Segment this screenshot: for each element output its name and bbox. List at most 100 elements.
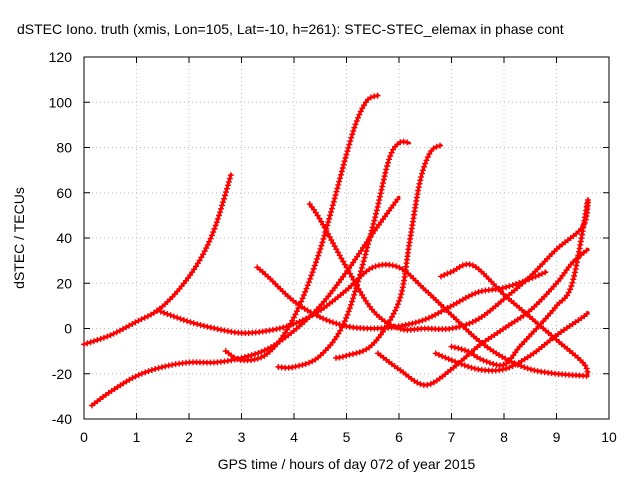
data-point-marker xyxy=(469,262,476,269)
data-point-marker xyxy=(141,314,148,321)
x-axis-label: GPS time / hours of day 072 of year 2015 xyxy=(218,456,476,472)
data-point-marker xyxy=(316,215,323,222)
data-point-marker xyxy=(293,308,300,315)
data-point-marker xyxy=(422,160,429,167)
data-point-marker xyxy=(231,354,238,361)
data-point-marker xyxy=(456,323,463,330)
data-point-marker xyxy=(462,294,469,301)
data-point-marker xyxy=(338,255,345,262)
data-point-marker xyxy=(328,237,335,244)
data-point-marker xyxy=(87,339,94,346)
data-point-marker xyxy=(385,159,392,166)
data-point-marker xyxy=(435,351,442,358)
data-point-marker xyxy=(335,330,342,337)
data-point-marker xyxy=(363,248,370,255)
data-point-marker xyxy=(441,271,448,278)
data-point-marker xyxy=(174,314,181,321)
data-point-marker xyxy=(329,319,336,326)
data-point-marker xyxy=(162,363,169,370)
series-track-3 xyxy=(154,261,590,379)
data-point-marker xyxy=(333,320,340,327)
data-point-marker xyxy=(433,143,440,150)
data-point-marker xyxy=(157,308,164,315)
data-point-marker xyxy=(327,212,334,219)
data-point-marker xyxy=(293,319,300,326)
data-point-marker xyxy=(360,258,367,265)
data-point-marker xyxy=(316,314,323,321)
data-point-marker xyxy=(455,359,462,366)
data-point-marker xyxy=(421,163,428,170)
data-point-marker xyxy=(374,203,381,210)
data-point-marker xyxy=(234,356,241,363)
data-point-marker xyxy=(302,288,309,295)
data-point-marker xyxy=(321,232,328,239)
data-point-marker xyxy=(352,121,359,128)
data-point-marker xyxy=(355,285,362,292)
series-track-12 xyxy=(448,197,591,369)
data-point-marker xyxy=(319,221,326,228)
data-point-marker xyxy=(394,324,401,331)
data-point-marker xyxy=(465,293,472,300)
data-point-marker xyxy=(583,310,590,317)
data-point-marker xyxy=(129,375,136,382)
data-point-marker xyxy=(356,271,363,278)
data-point-marker xyxy=(387,316,394,323)
data-point-marker xyxy=(438,273,444,280)
data-point-marker xyxy=(397,294,404,301)
data-point-marker xyxy=(184,318,191,325)
data-point-marker xyxy=(356,349,363,356)
data-point-marker xyxy=(381,173,388,180)
y-tick-label: -20 xyxy=(52,366,72,382)
data-point-marker xyxy=(318,218,325,225)
data-point-marker xyxy=(226,175,233,182)
data-point-marker xyxy=(375,200,382,207)
data-point-marker xyxy=(352,288,359,295)
data-point-marker xyxy=(531,367,538,374)
data-point-marker xyxy=(217,209,224,216)
data-point-marker xyxy=(252,351,259,358)
data-point-marker xyxy=(350,127,357,134)
data-point-marker xyxy=(444,270,451,277)
data-point-marker xyxy=(571,272,578,279)
data-point-marker xyxy=(366,266,373,273)
series-track-2 xyxy=(88,195,401,409)
data-point-marker xyxy=(567,286,574,293)
data-point-marker xyxy=(104,333,111,340)
data-point-marker xyxy=(309,269,316,276)
data-point-marker xyxy=(425,314,432,321)
data-point-marker xyxy=(388,149,395,156)
data-point-marker xyxy=(135,371,142,378)
chart-title: dSTEC Iono. truth (xmis, Lon=105, Lat=-1… xyxy=(17,21,564,37)
data-point-marker xyxy=(251,356,258,363)
data-point-marker xyxy=(299,317,306,324)
data-point-marker xyxy=(337,175,344,182)
data-point-marker xyxy=(219,202,226,209)
data-point-marker xyxy=(379,183,386,190)
data-point-marker xyxy=(339,353,346,360)
data-point-marker xyxy=(208,232,215,239)
data-point-marker xyxy=(459,262,466,269)
data-point-marker xyxy=(373,210,380,217)
data-point-marker xyxy=(393,304,400,311)
y-tick-label: 40 xyxy=(56,230,72,246)
data-point-marker xyxy=(453,324,460,331)
data-point-marker xyxy=(289,364,296,371)
data-point-marker xyxy=(409,320,416,327)
data-point-marker xyxy=(325,219,332,226)
data-point-marker xyxy=(469,319,476,326)
y-tick-label: 0 xyxy=(64,321,72,337)
data-point-marker xyxy=(303,285,310,292)
data-point-marker xyxy=(135,317,142,324)
x-tick-label: 0 xyxy=(80,429,88,445)
data-point-marker xyxy=(584,197,591,204)
data-point-marker xyxy=(370,220,377,227)
data-point-marker xyxy=(343,314,350,321)
data-point-marker xyxy=(357,288,364,295)
data-point-marker xyxy=(328,205,335,212)
series-group xyxy=(81,92,591,409)
data-point-marker xyxy=(245,353,252,360)
data-point-marker xyxy=(450,301,457,308)
data-point-marker xyxy=(204,323,211,330)
data-point-marker xyxy=(542,269,549,276)
